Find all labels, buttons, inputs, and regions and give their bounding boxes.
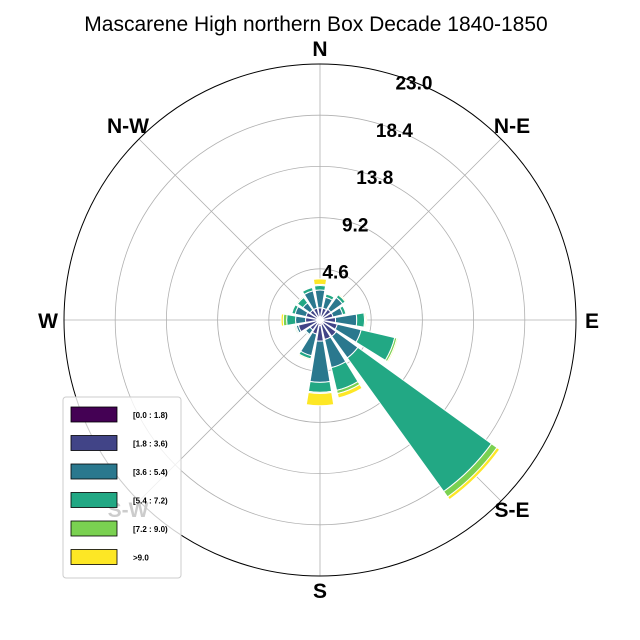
radial-tick-label: 23.0 — [395, 73, 432, 94]
wind-bar-segment — [446, 446, 501, 501]
wind-bar-segment — [293, 325, 299, 335]
legend: [0.0 : 1.8) [1.8 : 3.6) [3.6 : 5.4) [5.4 : … — [62, 396, 182, 579]
wind-bar-segment — [305, 391, 335, 407]
legend-label: >9.0 — [133, 554, 149, 563]
wind-bar-segment — [313, 284, 327, 291]
legend-swatch — [70, 549, 118, 565]
wind-bar-segment — [337, 293, 347, 303]
wind-bar-segment — [364, 311, 368, 329]
wind-bar-segment — [307, 380, 333, 393]
wind-bar-segment — [386, 337, 399, 363]
grid-spoke — [138, 138, 321, 321]
legend-swatch — [70, 406, 118, 423]
direction-label: N-W — [107, 115, 149, 138]
wind-bar-segment — [336, 383, 363, 399]
grid-spoke — [319, 138, 502, 321]
direction-label: E — [585, 310, 599, 333]
radial-tick-label: 13.8 — [356, 168, 393, 189]
legend-label: [0.0 : 1.8) — [133, 411, 168, 420]
wind-bar-segment — [301, 286, 314, 296]
wind-bar-segment — [303, 329, 311, 337]
wind-bar-segment — [355, 312, 366, 328]
legend-swatch — [70, 463, 118, 480]
wind-bar-segment — [339, 305, 347, 316]
legend-swatch — [70, 520, 118, 537]
direction-label: N — [312, 38, 327, 61]
direction-label: W — [38, 310, 58, 333]
radial-tick-label: 4.6 — [322, 263, 348, 284]
legend-label: [3.6 : 5.4) — [133, 468, 168, 477]
wind-bar-segment — [280, 313, 285, 327]
legend-swatch — [70, 492, 118, 508]
wind-bar-segment — [297, 353, 312, 361]
wind-bar-segment — [295, 295, 305, 305]
chart-title: Mascarene High northern Box Decade 1840-… — [84, 13, 547, 36]
wind-bar-segment — [312, 278, 328, 286]
wind-bar-segment — [324, 293, 335, 301]
radial-tick-label: 9.2 — [342, 215, 368, 236]
outer-ring — [63, 63, 577, 577]
legend-label: [1.8 : 3.6) — [133, 440, 168, 449]
wind-bar-segment — [286, 314, 297, 326]
legend-swatch — [70, 435, 118, 451]
direction-label: S — [313, 580, 327, 603]
direction-label: S-E — [494, 499, 529, 522]
wind-bar-segment — [295, 315, 307, 325]
wind-bar-segment — [291, 304, 299, 315]
direction-label: N-E — [494, 115, 530, 138]
legend-label: [5.4 : 7.2) — [133, 497, 168, 506]
wind-bars — [280, 278, 501, 501]
legend-label: [7.2 : 9.0) — [133, 525, 168, 534]
radial-tick-label: 18.4 — [376, 121, 413, 142]
